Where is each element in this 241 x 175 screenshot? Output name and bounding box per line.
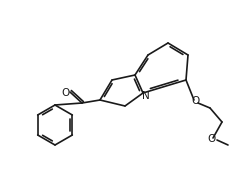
Text: O: O [207,134,215,144]
Text: N: N [142,91,150,101]
Text: O: O [61,88,69,98]
Text: O: O [191,96,199,106]
